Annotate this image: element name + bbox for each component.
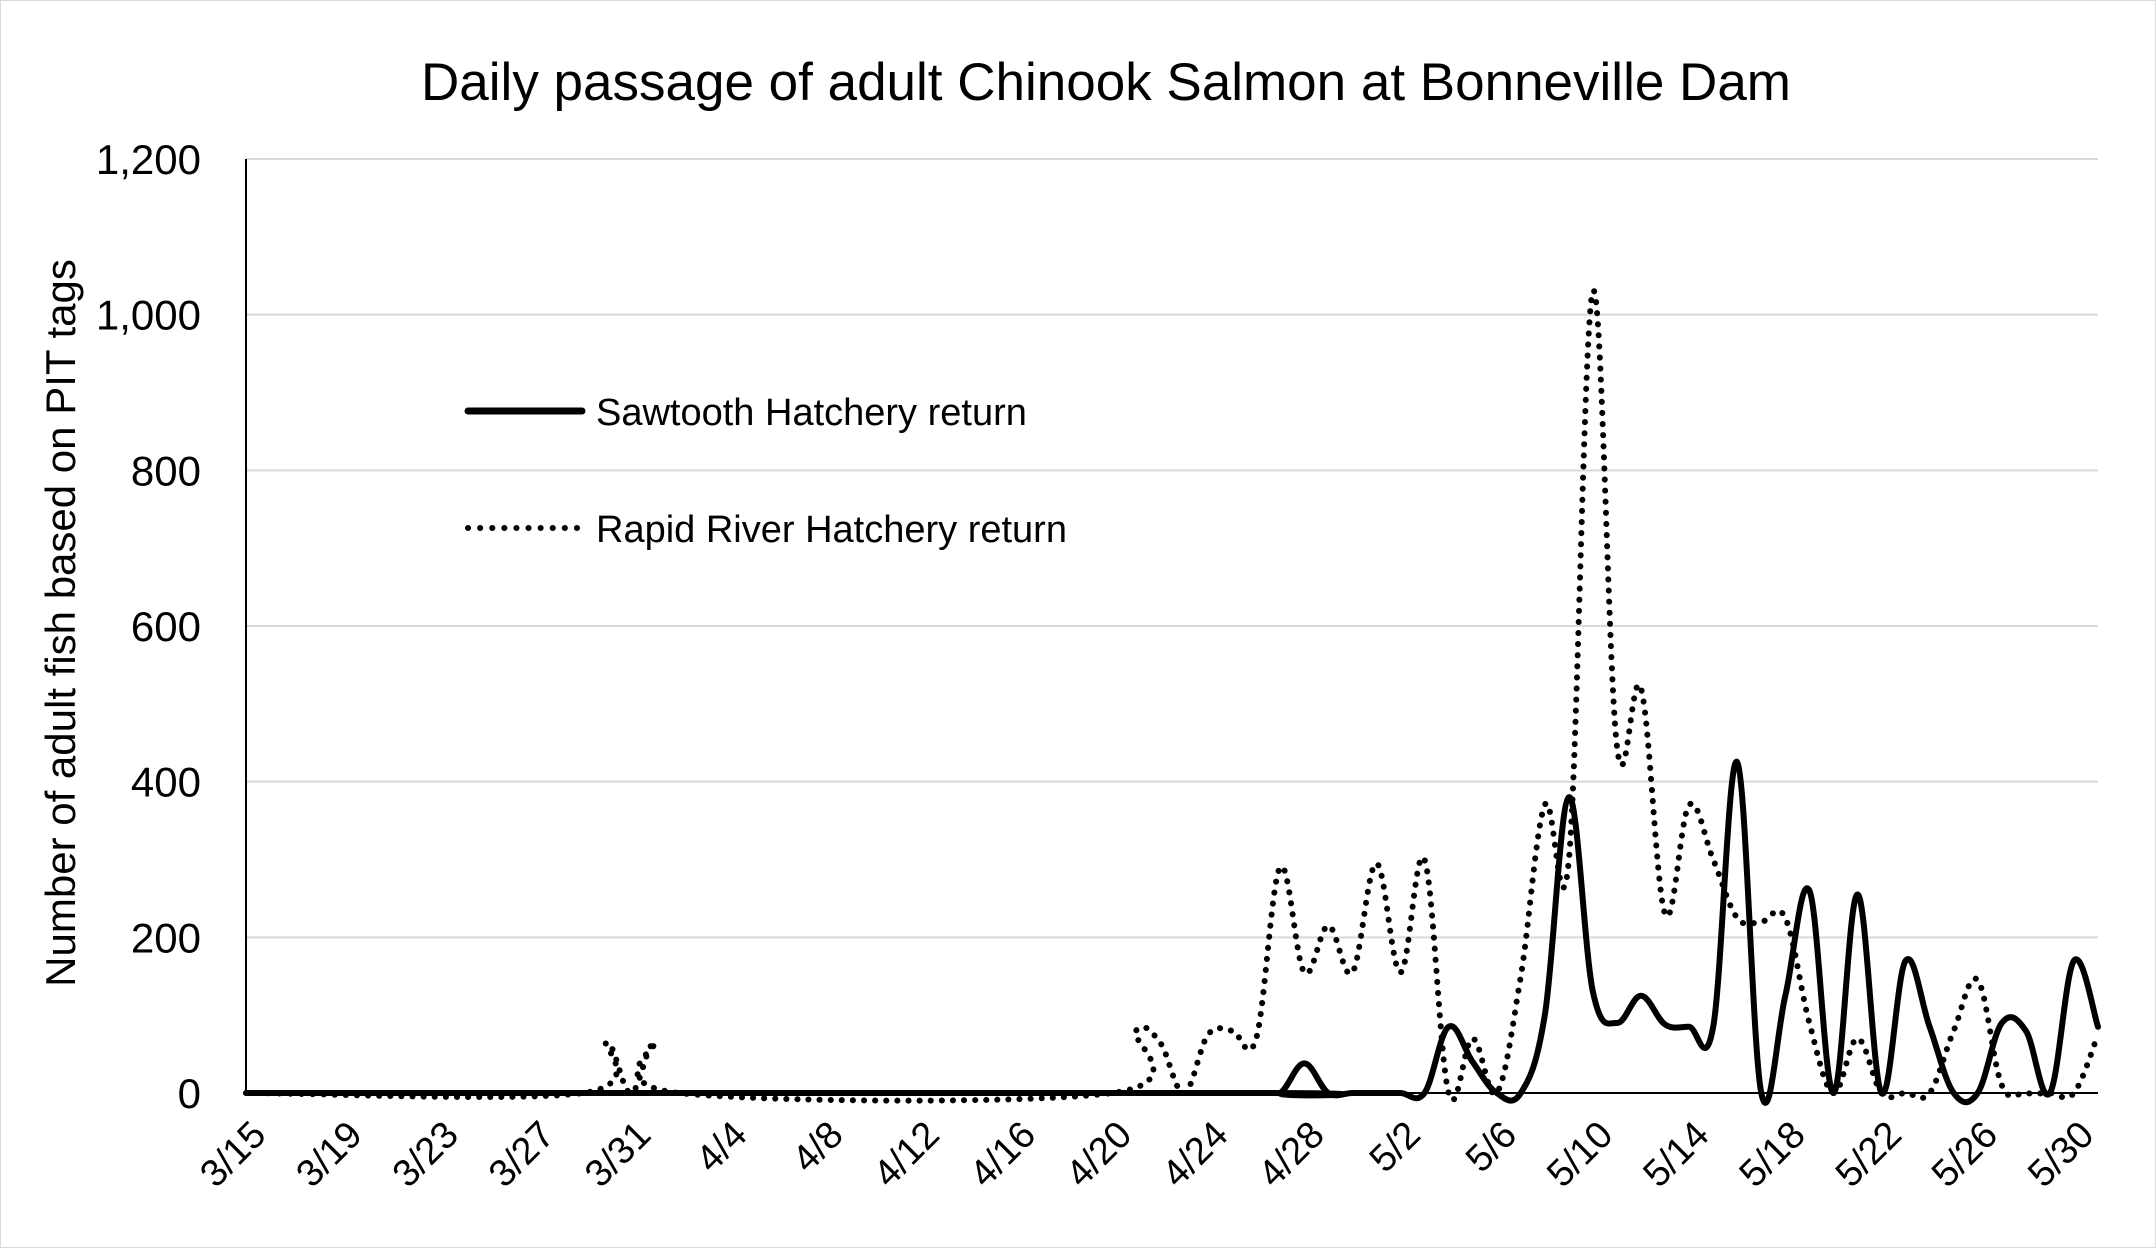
- x-tick-label: 3/19: [289, 1114, 371, 1196]
- x-tick-label: 4/24: [1154, 1114, 1236, 1196]
- x-tick-label: 3/15: [192, 1114, 274, 1196]
- y-tick-label: 800: [131, 447, 201, 494]
- legend-label-sawtooth: Sawtooth Hatchery return: [596, 392, 1027, 434]
- x-tick-label: 4/4: [688, 1114, 755, 1181]
- x-tick-label: 4/28: [1251, 1114, 1333, 1196]
- y-tick-label: 0: [178, 1070, 201, 1117]
- y-tick-label: 1,200: [96, 136, 201, 183]
- x-tick-label: 5/22: [1828, 1114, 1910, 1196]
- x-tick-label: 5/2: [1362, 1114, 1429, 1181]
- x-tick-label: 3/27: [481, 1114, 563, 1196]
- legend-label-rapid-river: Rapid River Hatchery return: [596, 509, 1067, 551]
- series-lines: [243, 287, 2101, 1106]
- tick-labels: 0 200 400 600 800 1,000 1,200 3/15 3/19 3/23 3/27 3…: [96, 136, 2102, 1196]
- x-tick-label: 5/30: [2020, 1114, 2102, 1196]
- x-tick-label: 4/8: [785, 1114, 852, 1181]
- x-tick-label: 5/10: [1539, 1114, 1621, 1196]
- y-tick-label: 200: [131, 914, 201, 961]
- y-tick-label: 600: [131, 603, 201, 650]
- x-tick-label: 5/26: [1924, 1114, 2006, 1196]
- gridlines: [246, 158, 2098, 939]
- x-tick-label: 5/14: [1635, 1114, 1717, 1196]
- x-tick-label: 3/31: [577, 1114, 659, 1196]
- x-tick-label: 3/23: [385, 1114, 467, 1196]
- y-tick-label: 1,000: [96, 292, 201, 339]
- series-line-rapid-river: [243, 287, 2101, 1104]
- y-tick-label: 400: [131, 759, 201, 806]
- x-tick-label: 4/20: [1058, 1114, 1140, 1196]
- x-tick-label: 5/6: [1458, 1114, 1525, 1181]
- y-axis-label: Number of adult fish based on PIT tags: [37, 259, 84, 987]
- series-line-sawtooth: [243, 759, 2101, 1106]
- x-tick-label: 4/12: [866, 1114, 948, 1196]
- chart-title: Daily passage of adult Chinook Salmon at…: [421, 53, 1791, 112]
- x-tick-label: 4/16: [962, 1114, 1044, 1196]
- legend: Sawtooth Hatchery return Rapid River Hat…: [464, 392, 1067, 551]
- x-tick-label: 5/18: [1732, 1114, 1814, 1196]
